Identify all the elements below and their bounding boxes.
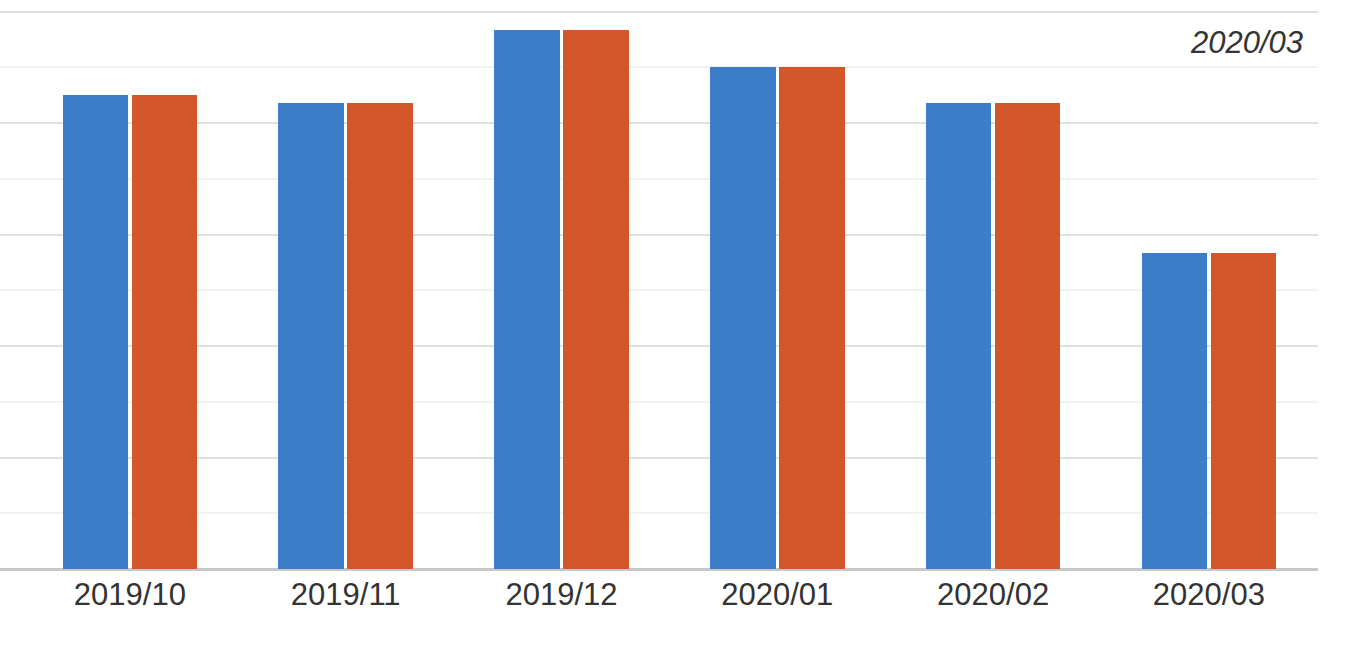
major-gridline <box>0 11 1318 13</box>
x-axis-label: 2020/03 <box>1153 579 1265 610</box>
bar-series2-2020/01[interactable] <box>779 67 845 569</box>
minor-gridline <box>0 178 1318 180</box>
bar-series1-2020/01[interactable] <box>710 67 776 569</box>
major-gridline <box>0 457 1318 459</box>
bar-series2-2020/03[interactable] <box>1211 253 1277 569</box>
bar-series2-2019/10[interactable] <box>132 95 198 569</box>
bar-series1-2019/12[interactable] <box>494 30 560 569</box>
top-right-annotation: 2020/03 <box>1191 27 1303 58</box>
minor-gridline <box>0 289 1318 291</box>
x-axis-label: 2019/12 <box>505 579 617 610</box>
bar-series1-2019/10[interactable] <box>63 95 129 569</box>
minor-gridline <box>0 66 1318 68</box>
major-gridline <box>0 122 1318 124</box>
bar-series2-2019/12[interactable] <box>563 30 629 569</box>
bar-series1-2019/11[interactable] <box>278 103 344 569</box>
x-axis-label: 2020/01 <box>721 579 833 610</box>
minor-gridline <box>0 401 1318 403</box>
x-axis-label: 2019/10 <box>74 579 186 610</box>
bar-series1-2020/03[interactable] <box>1142 253 1208 569</box>
x-axis-line <box>0 568 1318 571</box>
major-gridline <box>0 234 1318 236</box>
bar-series2-2019/11[interactable] <box>347 103 413 569</box>
x-axis-label: 2019/11 <box>291 579 401 610</box>
major-gridline <box>0 345 1318 347</box>
bar-series1-2020/02[interactable] <box>926 103 992 569</box>
bar-chart: 2019/10 2019/11 2019/12 2020/01 2020/02 2020/… <box>0 0 1352 660</box>
x-axis-label: 2020/02 <box>937 579 1049 610</box>
minor-gridline <box>0 512 1318 514</box>
bar-series2-2020/02[interactable] <box>995 103 1061 569</box>
